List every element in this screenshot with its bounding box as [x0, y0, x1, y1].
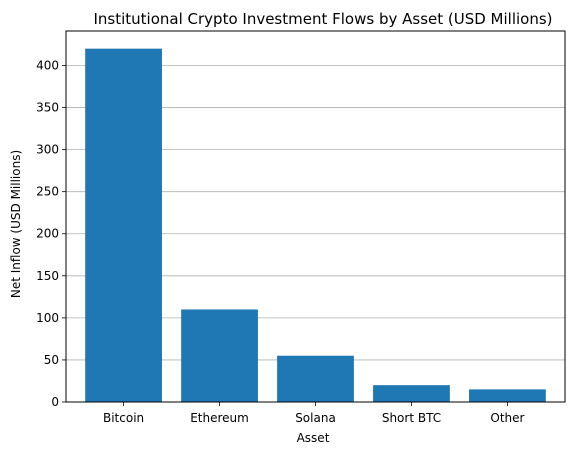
y-axis-label: Net Inflow (USD Millions) — [9, 150, 23, 298]
y-tick-label: 150 — [36, 269, 59, 283]
bars — [85, 48, 546, 403]
y-tick-label: 300 — [36, 143, 59, 157]
x-tick-label: Bitcoin — [103, 411, 144, 425]
axis-ticks: 0 50 100 150 200 250 300 350 400 Bitcoin Ethereum S… — [36, 58, 524, 425]
bar-short-btc — [373, 385, 450, 402]
y-tick-label: 250 — [36, 185, 59, 199]
y-tick-label: 0 — [51, 395, 59, 409]
bar-other — [469, 389, 546, 402]
x-tick-label: Ethereum — [190, 411, 249, 425]
x-axis-label: Asset — [297, 431, 330, 445]
y-tick-label: 100 — [36, 311, 59, 325]
y-tick-label: 400 — [36, 58, 59, 72]
x-tick-label: Solana — [295, 411, 336, 425]
y-tick-label: 50 — [44, 353, 59, 367]
y-tick-label: 200 — [36, 227, 59, 241]
chart-title: Institutional Crypto Investment Flows by… — [93, 10, 552, 28]
y-tick-label: 350 — [36, 101, 59, 115]
bar-solana — [277, 355, 354, 402]
bar-ethereum — [181, 309, 258, 402]
bar-bitcoin — [85, 48, 162, 403]
x-tick-label: Short BTC — [382, 411, 441, 425]
x-tick-label: Other — [490, 411, 524, 425]
